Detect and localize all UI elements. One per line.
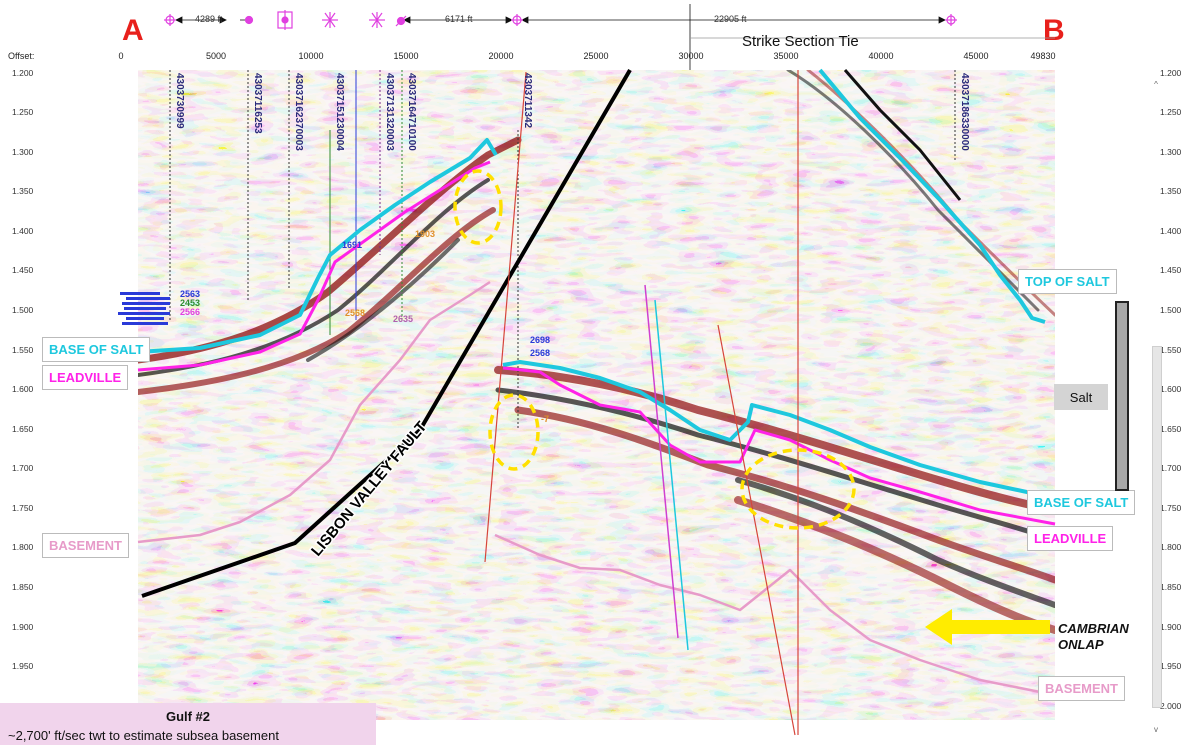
- time-tick-left: 1.800: [12, 542, 34, 552]
- well-symbol-6: [395, 15, 407, 27]
- well-symbol-1: [164, 14, 176, 26]
- time-tick-left: 1.300: [12, 147, 34, 157]
- basement-label-left: BASEMENT: [42, 533, 129, 558]
- time-tick-right: 1.300: [1160, 147, 1182, 157]
- time-tick-right: 1.600: [1160, 384, 1182, 394]
- time-tick-right: 1.250: [1160, 107, 1182, 117]
- time-tick-left: 1.600: [12, 384, 34, 394]
- salt-label: Salt: [1054, 384, 1108, 410]
- offset-tick: 30000: [678, 51, 704, 61]
- salt-thickness-bar: [1115, 301, 1129, 491]
- time-tick-right: 1.700: [1160, 463, 1182, 473]
- offset-tick: 40000: [868, 51, 894, 61]
- seismic-section[interactable]: [138, 70, 1055, 720]
- time-tick-right: 1.350: [1160, 186, 1182, 196]
- well-symbol-8: [945, 14, 957, 26]
- time-tick-right: 1.750: [1160, 503, 1182, 513]
- strike-section-title: Strike Section Tie: [742, 33, 859, 50]
- time-tick-left: 1.650: [12, 424, 34, 434]
- label-b: B: [1043, 14, 1065, 47]
- top-of-salt-label: TOP OF SALT: [1018, 269, 1117, 294]
- distance-label-3: 22905 ft: [714, 14, 747, 24]
- scroll-down-icon[interactable]: v: [1154, 725, 1158, 734]
- base-of-salt-label-right: BASE OF SALT: [1027, 490, 1136, 515]
- time-tick-right: 1.400: [1160, 226, 1182, 236]
- time-tick-left: 1.450: [12, 265, 34, 275]
- time-tick-left: 1.350: [12, 186, 34, 196]
- offset-tick: 35000: [773, 51, 799, 61]
- offset-tick: 45000: [963, 51, 989, 61]
- base-of-salt-label-left: BASE OF SALT: [42, 337, 151, 362]
- time-tick-right: 1.450: [1160, 265, 1182, 275]
- section-header: A B 4289 ft 6171 ft 2290: [0, 0, 1185, 70]
- time-tick-right: 1.200: [1160, 68, 1182, 78]
- scroll-up-icon[interactable]: ^: [1154, 80, 1158, 89]
- label-a: A: [122, 14, 144, 47]
- time-tick-right: 2.000: [1160, 701, 1182, 711]
- gulf-note-box: Gulf #2 ~2,700' ft/sec twt to estimate s…: [0, 703, 376, 745]
- well-symbol-4: [322, 12, 338, 28]
- time-axis: 1.200 1.250 1.300 1.350 1.400 1.450 1.50…: [0, 68, 1185, 745]
- cambrian-onlap-label: CAMBRIAN ONLAP: [1058, 621, 1129, 653]
- time-tick-right: 1.800: [1160, 542, 1182, 552]
- time-tick-left: 1.850: [12, 582, 34, 592]
- time-tick-left: 1.900: [12, 622, 34, 632]
- time-tick-right: 1.500: [1160, 305, 1182, 315]
- time-tick-left: 1.500: [12, 305, 34, 315]
- time-tick-left: 1.250: [12, 107, 34, 117]
- cambrian-line-2: ONLAP: [1058, 637, 1104, 652]
- offset-label: Offset:: [8, 51, 35, 61]
- well-symbol-7: [511, 14, 523, 26]
- time-tick-left: 1.550: [12, 345, 34, 355]
- time-tick-right: 1.900: [1160, 622, 1182, 632]
- time-tick-left: 1.700: [12, 463, 34, 473]
- leadville-label-left: LEADVILLE: [42, 365, 129, 390]
- time-tick-left: 1.950: [12, 661, 34, 671]
- time-tick-left: 1.400: [12, 226, 34, 236]
- leadville-label-right: LEADVILLE: [1027, 526, 1114, 551]
- time-tick-right: 1.550: [1160, 345, 1182, 355]
- well-symbol-5: [369, 12, 385, 28]
- offset-tick: 0: [118, 51, 124, 61]
- scrollbar-thumb[interactable]: [1152, 346, 1162, 708]
- cambrian-line-1: CAMBRIAN: [1058, 621, 1129, 636]
- offset-tick: 20000: [488, 51, 514, 61]
- well-marker-strip: [164, 4, 1055, 70]
- well-symbol-3: [277, 10, 293, 30]
- offset-tick: 49830: [1030, 51, 1056, 61]
- offset-tick: 10000: [298, 51, 324, 61]
- offset-tick: 15000: [393, 51, 419, 61]
- gulf-title: Gulf #2: [165, 709, 211, 724]
- well-symbol-2: [244, 15, 254, 25]
- vertical-scrollbar[interactable]: ^ v: [1150, 80, 1162, 740]
- time-tick-right: 1.850: [1160, 582, 1182, 592]
- time-tick-right: 1.650: [1160, 424, 1182, 434]
- offset-tick: 25000: [583, 51, 609, 61]
- offset-tick: 5000: [205, 51, 227, 61]
- distance-label-1: 4289 ft: [195, 14, 223, 24]
- time-tick-left: 1.200: [12, 68, 34, 78]
- time-tick-left: 1.750: [12, 503, 34, 513]
- time-tick-right: 1.950: [1160, 661, 1182, 671]
- gulf-note: ~2,700' ft/sec twt to estimate subsea ba…: [8, 728, 279, 743]
- basement-label-right: BASEMENT: [1038, 676, 1125, 701]
- distance-label-2: 6171 ft: [445, 14, 473, 24]
